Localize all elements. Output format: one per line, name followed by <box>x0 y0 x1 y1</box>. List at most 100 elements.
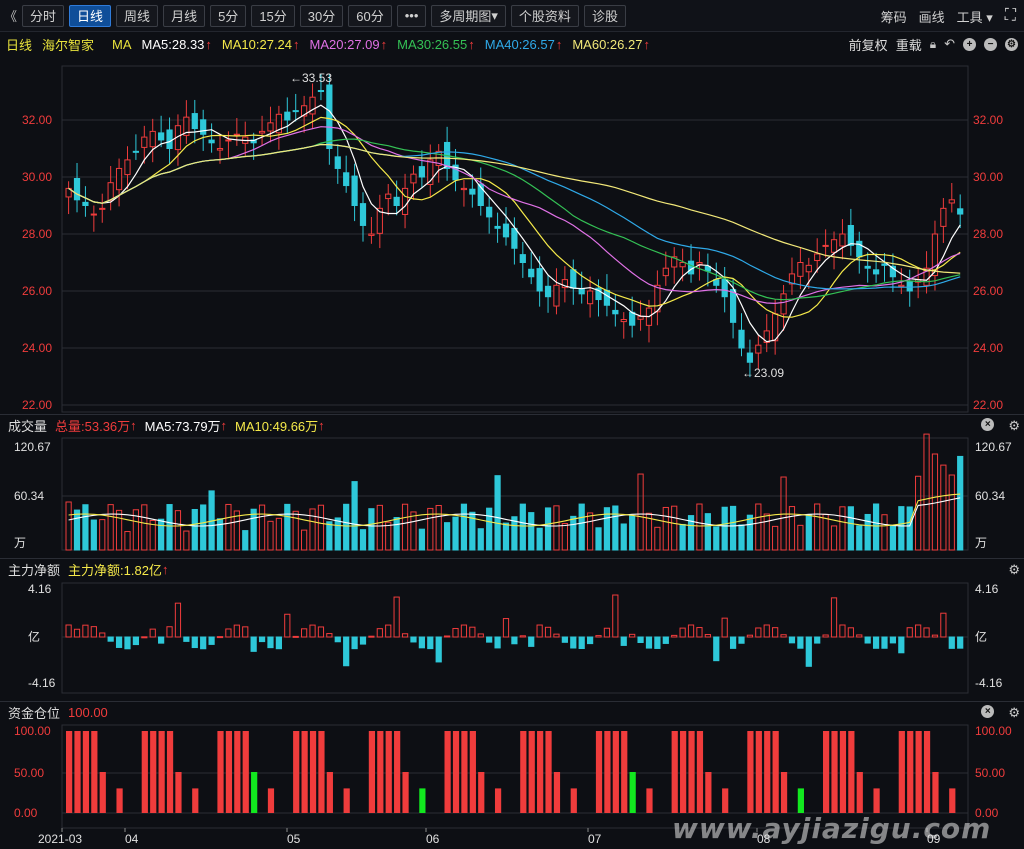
period-button-11[interactable]: 诊股 <box>583 4 626 27</box>
period-button-4[interactable]: 5分 <box>210 4 247 27</box>
volume-bar <box>90 519 97 551</box>
volume-axis-label-right: 60.34 <box>975 489 1005 503</box>
position-bar <box>545 731 552 813</box>
netflow-bar <box>233 624 240 638</box>
volume-ma-line <box>68 497 961 527</box>
period-button-label: ••• <box>404 8 419 23</box>
price-axis-label-left: 24.00 <box>22 341 52 355</box>
ma5-line <box>68 104 961 343</box>
netflow-bar <box>317 626 325 638</box>
period-button-3[interactable]: 月线 <box>163 4 206 27</box>
netflow-bar <box>460 624 468 638</box>
gear-icon[interactable]: ⚙ <box>1008 561 1020 577</box>
candle-body <box>267 122 274 132</box>
volume-bar <box>788 506 796 551</box>
position-axis-label-right: 100.00 <box>975 724 1012 738</box>
position-bar <box>158 731 165 813</box>
x-axis-label: 07 <box>588 832 602 846</box>
volume-ma10-arrow2: ↑ <box>318 418 325 433</box>
netflow-arrow: ↑ <box>161 562 169 577</box>
toolbar-right: 筹码 画线 工具 ▾ ⛶ <box>869 0 1016 32</box>
netflow-bar <box>334 636 341 643</box>
candle-body <box>393 196 400 206</box>
chip-button[interactable]: 筹码 <box>880 9 907 25</box>
candle-body <box>696 262 703 265</box>
position-title: 资金仓位 <box>8 706 61 721</box>
netflow-bar <box>721 617 728 638</box>
candle-body <box>275 113 282 134</box>
volume-axis-label-left: 120.67 <box>14 440 51 454</box>
netflow-bar <box>780 634 787 638</box>
volume-bar <box>149 519 156 551</box>
period-button-10[interactable]: 个股资料 <box>510 4 579 27</box>
volume-bar <box>898 506 905 551</box>
period-button-5[interactable]: 15分 <box>251 4 295 27</box>
netflow-bar <box>418 636 425 649</box>
period-button-2[interactable]: 周线 <box>116 4 159 27</box>
volume-bar <box>107 504 114 551</box>
candle-body <box>410 173 417 184</box>
volume-bar <box>242 530 249 551</box>
netflow-bar <box>612 594 619 638</box>
close-icon[interactable]: × <box>981 417 995 431</box>
zoom-out-icon[interactable]: − <box>984 37 997 51</box>
netflow-bar <box>469 626 476 638</box>
price-axis-label-right: 22.00 <box>973 398 1003 412</box>
candle-body <box>629 311 636 326</box>
candle-body <box>200 119 207 135</box>
period-button-0[interactable]: 分时 <box>22 4 65 27</box>
candle-body <box>90 213 97 216</box>
period-button-label: 60分 <box>356 9 384 24</box>
position-bar <box>873 788 880 813</box>
volume-bar <box>931 453 939 551</box>
volume-bar <box>923 433 930 551</box>
position-bar <box>478 772 485 813</box>
volume-bar <box>721 506 728 551</box>
zoom-in-icon[interactable]: + <box>963 37 976 51</box>
high-price-marker: ←33.53 <box>290 71 332 85</box>
ma-label[interactable]: MA <box>112 36 132 52</box>
period-button-1[interactable]: 日线 <box>69 4 112 27</box>
volume-bar <box>906 506 913 551</box>
netflow-bar <box>856 634 863 638</box>
position-bar <box>680 731 687 813</box>
netflow-bar <box>208 636 215 645</box>
close-icon[interactable]: × <box>981 704 995 718</box>
collapse-icon[interactable]: 《 <box>4 9 18 24</box>
netflow-bar <box>292 635 299 638</box>
volume-bar <box>889 524 897 551</box>
period-button-label: 周线 <box>124 9 151 24</box>
position-bar <box>747 731 754 813</box>
position-bar <box>318 731 325 813</box>
up-arrow-icon: ↑ <box>380 36 388 52</box>
position-bar <box>242 731 249 813</box>
position-bar <box>932 772 939 813</box>
volume-bar <box>839 506 846 551</box>
position-bar <box>494 788 502 813</box>
lock-icon[interactable]: 🔒︎ <box>929 36 937 51</box>
volume-bar <box>359 529 367 551</box>
period-button-6[interactable]: 30分 <box>299 4 344 27</box>
netflow-bar <box>788 636 796 644</box>
period-button-8[interactable]: ••• <box>396 4 427 27</box>
candle-body <box>519 254 526 264</box>
reload-button[interactable]: 重载 <box>895 37 922 53</box>
tools-button[interactable]: 工具 ▾ <box>956 9 993 25</box>
netflow-bar <box>872 636 880 649</box>
position-bar <box>99 772 106 813</box>
period-button-9[interactable]: 多周期图 ▾ <box>431 4 506 27</box>
gear-icon[interactable]: ⚙ <box>1008 704 1020 720</box>
undo-icon[interactable]: ↶ <box>944 36 955 51</box>
draw-line-button[interactable]: 画线 <box>918 9 945 25</box>
netflow-bar <box>671 634 678 638</box>
volume-bar <box>553 505 560 551</box>
settings-icon[interactable]: ⚙ <box>1005 37 1018 51</box>
panel-frame <box>61 582 969 694</box>
gear-icon[interactable]: ⚙ <box>1008 417 1020 433</box>
netflow-bar <box>772 627 779 638</box>
fullscreen-icon[interactable]: ⛶ <box>1004 7 1016 24</box>
period-button-7[interactable]: 60分 <box>348 4 392 27</box>
candle-body <box>847 224 854 246</box>
adjust-button[interactable]: 前复权 <box>848 37 888 53</box>
